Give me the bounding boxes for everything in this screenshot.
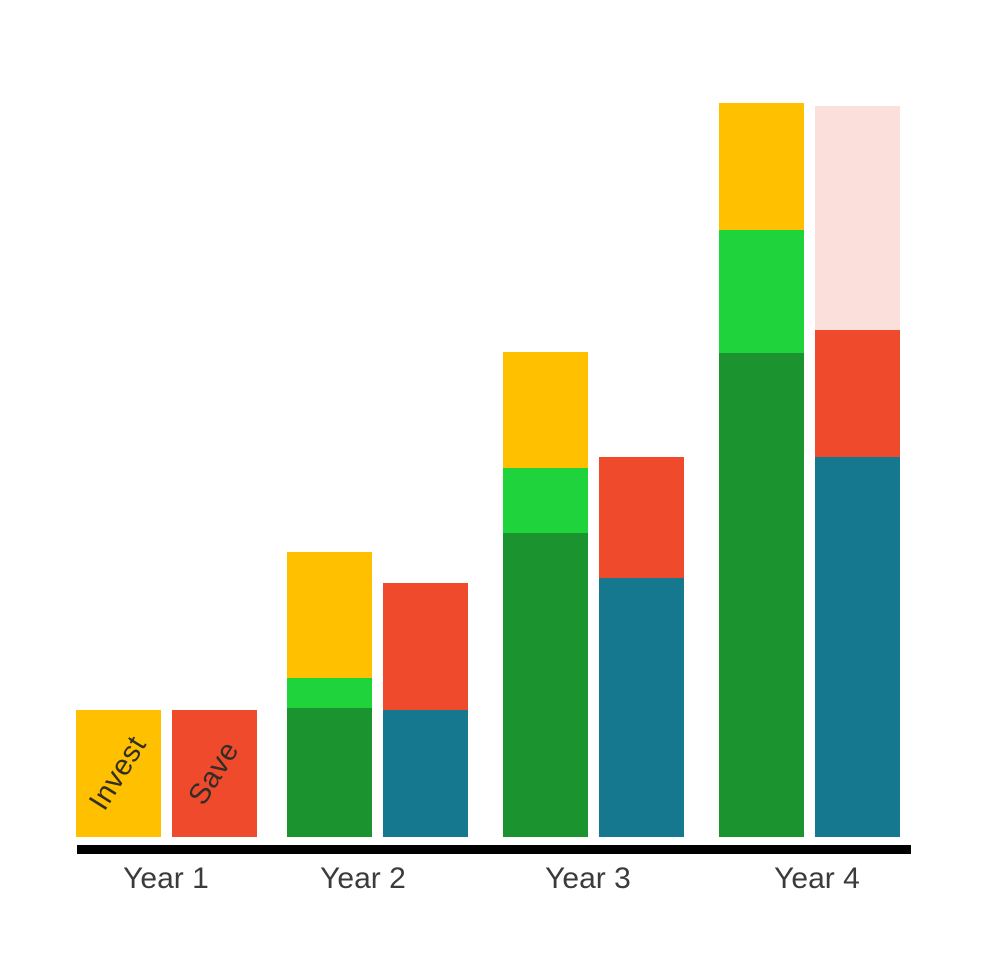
invest-bar-segment-dark-green	[503, 533, 588, 837]
invest-bar-segment-gold	[719, 103, 804, 230]
category-label: Year 4	[774, 862, 860, 895]
category-label: Year 1	[123, 862, 209, 895]
x-axis-line	[77, 845, 911, 854]
save-bar-segment-teal	[815, 457, 900, 837]
category-label: Year 3	[545, 862, 631, 895]
save-bar-segment-red	[815, 330, 900, 457]
save-bar-segment-red	[383, 583, 468, 710]
save-bar-segment-red	[599, 457, 684, 578]
save-bar-segment-teal	[599, 578, 684, 837]
category-label: Year 2	[320, 862, 406, 895]
invest-bar-segment-gold	[287, 552, 372, 678]
save-bar-segment-teal	[383, 710, 468, 837]
invest-bar-segment-bright-green	[719, 230, 804, 353]
invest-bar-segment-gold	[76, 710, 161, 837]
invest-bar-segment-bright-green	[503, 468, 588, 533]
invest-bar-segment-bright-green	[287, 678, 372, 708]
invest-bar-segment-gold	[503, 352, 588, 468]
invest-bar-segment-dark-green	[719, 353, 804, 837]
invest-bar-segment-dark-green	[287, 708, 372, 837]
save-bar-segment-pink	[815, 106, 900, 330]
save-bar-segment-red	[172, 710, 257, 837]
